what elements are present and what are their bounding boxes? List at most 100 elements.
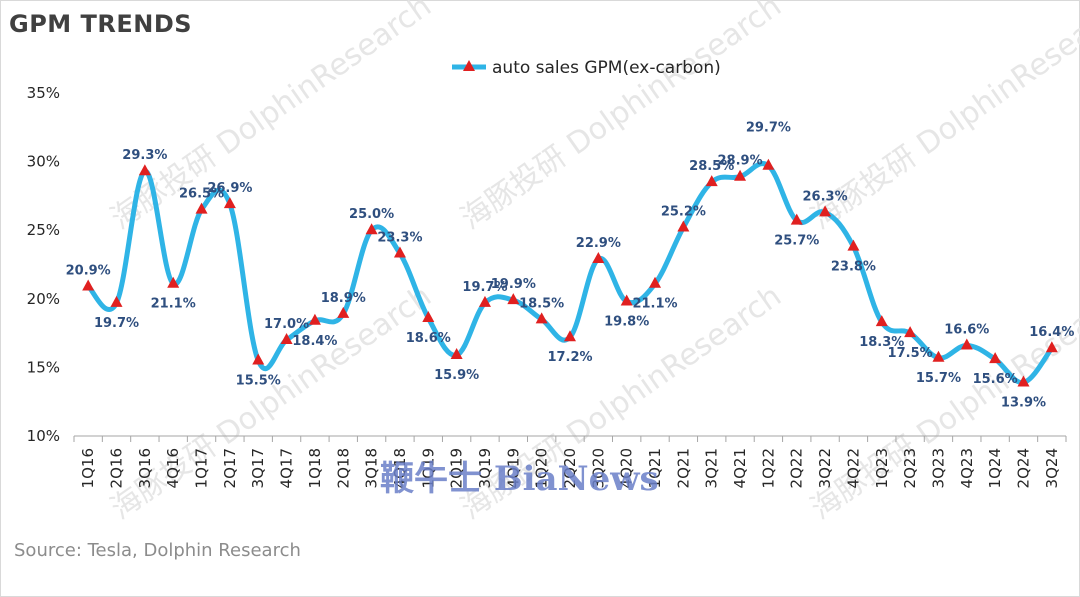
x-tick-label: 4Q22: [844, 448, 862, 488]
data-point-marker: [110, 295, 123, 307]
data-point-marker: [790, 213, 803, 225]
data-label: 21.1%: [632, 297, 677, 312]
data-label: 29.3%: [122, 148, 167, 163]
data-point-marker: [649, 276, 662, 288]
x-tick-label: 2Q20: [561, 448, 579, 488]
data-label: 15.7%: [916, 371, 961, 386]
y-tick-label: 15%: [27, 358, 60, 376]
data-point-marker: [82, 279, 95, 291]
data-point-marker: [535, 312, 548, 324]
y-tick-label: 35%: [27, 84, 60, 102]
data-label: 17.0%: [264, 317, 309, 332]
data-point-marker: [478, 295, 491, 307]
data-point-marker: [138, 164, 151, 176]
data-label: 22.9%: [576, 236, 621, 251]
data-label: 18.4%: [292, 334, 337, 349]
data-label: 18.9%: [321, 291, 366, 306]
data-label: 23.3%: [377, 231, 422, 246]
data-label: 15.9%: [434, 368, 479, 383]
data-label: 15.5%: [236, 374, 281, 389]
y-tick-label: 20%: [27, 290, 60, 308]
data-label: 17.2%: [547, 350, 592, 365]
data-label: 23.8%: [831, 260, 876, 275]
data-point-marker: [677, 220, 690, 232]
x-tick-label: 3Q24: [1043, 448, 1061, 488]
data-point-marker: [337, 306, 350, 318]
data-label: 26.9%: [207, 181, 252, 196]
data-point-marker: [592, 252, 605, 264]
data-label: 25.7%: [774, 234, 819, 249]
data-point-marker: [507, 293, 520, 305]
data-label: 28.9%: [718, 154, 763, 169]
x-tick-label: 2Q17: [221, 448, 239, 488]
legend-marker-swatch: [463, 60, 475, 71]
data-point-marker: [195, 202, 208, 214]
data-point-marker: [932, 350, 945, 362]
chart-series: [82, 158, 1058, 387]
data-label: 17.5%: [888, 346, 933, 361]
data-point-marker: [620, 294, 633, 306]
data-label: 18.3%: [859, 335, 904, 350]
x-tick-label: 1Q16: [79, 448, 97, 488]
x-tick-label: 4Q18: [391, 448, 409, 488]
data-point-marker: [762, 158, 775, 170]
data-label: 15.6%: [973, 372, 1018, 387]
x-tick-label: 3Q21: [703, 448, 721, 488]
data-label: 19.7%: [94, 316, 139, 331]
x-tick-label: 2Q22: [788, 448, 806, 488]
x-tick-label: 3Q18: [363, 448, 381, 488]
x-tick-label: 4Q21: [731, 448, 749, 488]
data-point-marker: [989, 352, 1002, 364]
data-label: 25.2%: [661, 204, 706, 219]
x-tick-label: 3Q23: [929, 448, 947, 488]
x-tick-label: 4Q16: [164, 448, 182, 488]
x-tick-label: 3Q22: [816, 448, 834, 488]
data-label: 26.5%: [179, 187, 224, 202]
data-label: 18.6%: [406, 331, 451, 346]
overlay-text: 鞭牛士 BiaNews: [380, 459, 659, 499]
data-label: 25.0%: [349, 207, 394, 222]
data-point-marker: [223, 197, 236, 209]
data-label: 16.4%: [1029, 325, 1074, 340]
x-tick-label: 4Q17: [278, 448, 296, 488]
y-tick-label: 10%: [27, 427, 60, 445]
x-tick-label: 3Q19: [476, 448, 494, 488]
chart-legend: auto sales GPM(ex-carbon): [452, 58, 721, 78]
data-point-marker: [734, 169, 747, 181]
y-tick-label: 30%: [27, 153, 60, 171]
x-tick-label: 2Q16: [108, 448, 126, 488]
x-tick-label: 3Q20: [589, 448, 607, 488]
data-label: 19.9%: [491, 277, 536, 292]
data-point-marker: [280, 332, 293, 344]
x-tick-label: 1Q23: [873, 448, 891, 488]
x-tick-label: 1Q22: [759, 448, 777, 488]
x-tick-label: 3Q17: [249, 448, 267, 488]
data-label: 16.6%: [944, 322, 989, 337]
y-tick-label: 25%: [27, 221, 60, 239]
data-label: 29.7%: [746, 121, 791, 136]
x-tick-label: 1Q19: [419, 448, 437, 488]
data-point-marker: [167, 276, 180, 288]
data-point-marker: [564, 330, 576, 342]
data-label: 19.7%: [462, 280, 507, 295]
x-tick-label: 1Q17: [193, 448, 211, 488]
data-point-marker: [1045, 341, 1058, 353]
watermark-text: 海豚投研 DolphinResearch: [455, 0, 788, 237]
chart-axes: 10% 15% 20% 25% 30% 35% 1Q16 2Q16 3Q16 4Q16 1Q17 2Q…: [27, 84, 1067, 488]
data-point-marker: [393, 246, 406, 258]
data-point-marker: [422, 311, 435, 323]
data-label: 20.9%: [66, 263, 111, 278]
x-tick-label: 4Q20: [618, 448, 636, 488]
x-tick-label: 2Q21: [674, 448, 692, 488]
data-point-marker: [450, 348, 463, 360]
data-label: 13.9%: [1001, 395, 1046, 410]
data-point-marker: [819, 205, 832, 217]
x-tick-label: 1Q20: [533, 448, 551, 488]
x-tick-label: 3Q16: [136, 448, 154, 488]
data-point-marker: [365, 223, 378, 235]
data-point-marker: [705, 175, 718, 187]
data-label: 26.3%: [803, 189, 848, 204]
data-point-marker: [252, 353, 265, 365]
data-point-marker: [847, 239, 860, 251]
data-point-marker: [960, 338, 973, 350]
